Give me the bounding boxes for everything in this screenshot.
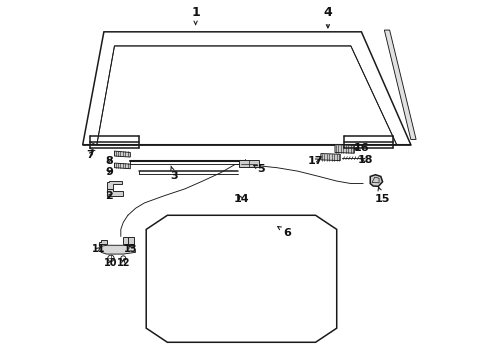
Text: 7: 7 [86,150,94,160]
Polygon shape [321,154,340,161]
Text: 9: 9 [105,167,113,176]
Text: 4: 4 [323,6,332,28]
Text: 18: 18 [357,155,373,165]
Circle shape [101,242,104,244]
Polygon shape [239,160,259,167]
Polygon shape [370,175,383,186]
Text: 17: 17 [308,156,323,166]
Text: 5: 5 [254,165,265,174]
Text: 10: 10 [103,258,117,268]
Text: 12: 12 [117,258,130,268]
Polygon shape [123,237,134,243]
Circle shape [108,255,114,261]
Text: 16: 16 [354,143,369,153]
Circle shape [121,256,126,261]
Polygon shape [107,181,122,189]
Text: 6: 6 [278,226,291,238]
Text: 1: 1 [191,6,200,25]
Text: 13: 13 [123,244,137,254]
Text: 8: 8 [105,156,113,166]
Text: 2: 2 [105,191,113,201]
Polygon shape [115,151,130,157]
Polygon shape [107,189,123,196]
Polygon shape [97,46,397,145]
Text: 15: 15 [375,187,390,204]
Polygon shape [335,145,354,153]
Polygon shape [115,163,130,169]
Text: 14: 14 [234,194,249,204]
Text: 3: 3 [171,166,178,181]
Text: 11: 11 [92,244,105,254]
Polygon shape [384,30,416,139]
Polygon shape [98,240,107,246]
Polygon shape [101,245,136,254]
